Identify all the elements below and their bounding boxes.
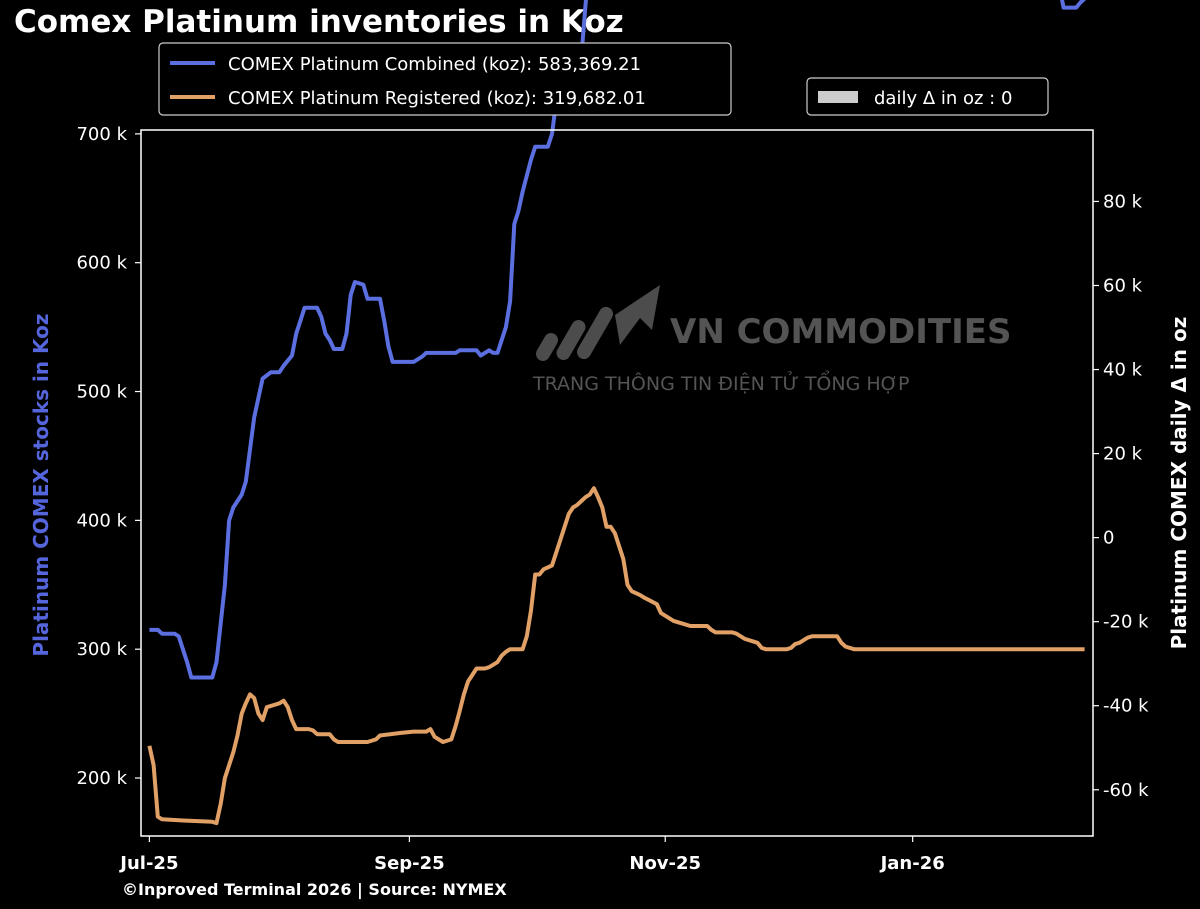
left-tick-label: 600 k bbox=[76, 253, 127, 274]
series-line-registered bbox=[147, 486, 1085, 826]
watermark-name: VN COMMODITIES bbox=[670, 312, 1011, 352]
series-line-combined bbox=[149, 0, 1086, 680]
right-tick-label: 20 k bbox=[1103, 444, 1143, 465]
left-axis-ticks: 200 k 300 k 400 k 500 k 600 k 700 k bbox=[76, 124, 141, 789]
right-tick-label: 80 k bbox=[1103, 191, 1143, 212]
legend-main-box bbox=[158, 42, 732, 116]
right-tick-label: -60 k bbox=[1103, 780, 1149, 801]
series-lines bbox=[147, 0, 1086, 826]
x-tick-label: Jul-25 bbox=[118, 853, 178, 874]
x-axis-ticks: Jul-25 Sep-25 Nov-25 Jan-26 bbox=[118, 836, 945, 874]
right-tick-label: 40 k bbox=[1103, 360, 1143, 381]
right-tick-label: 0 bbox=[1103, 528, 1114, 549]
left-tick-label: 200 k bbox=[76, 768, 127, 789]
left-tick-label: 500 k bbox=[76, 382, 127, 403]
chart-title: Comex Platinum inventories in Koz bbox=[14, 4, 624, 40]
x-tick-label: Jan-26 bbox=[879, 853, 945, 874]
watermark-logo-icon bbox=[536, 285, 660, 361]
left-axis-label: Platinum COMEX stocks in Koz bbox=[29, 313, 53, 656]
legend-main: COMEX Platinum Combined (koz): 583,369.2… bbox=[158, 42, 732, 116]
right-tick-label: -40 k bbox=[1103, 696, 1149, 717]
legend-bars-box bbox=[806, 77, 1049, 116]
legend-bars: daily Δ in oz : 0 bbox=[806, 77, 1049, 116]
x-tick-label: Nov-25 bbox=[629, 853, 701, 874]
left-tick-label: 400 k bbox=[76, 510, 127, 531]
legend-bars-swatch bbox=[818, 91, 858, 103]
right-axis-label: Platinum COMEX daily Δ in oz bbox=[1167, 317, 1191, 650]
right-axis-ticks: -60 k -40 k -20 k 0 20 k 40 k 60 k 80 k bbox=[1093, 191, 1149, 801]
x-tick-label: Sep-25 bbox=[374, 853, 445, 874]
watermark: VN COMMODITIES TRANG THÔNG TIN ĐIỆN TỬ T… bbox=[532, 285, 1011, 395]
right-tick-label: 60 k bbox=[1103, 275, 1143, 296]
legend-registered-label: COMEX Platinum Registered (koz): 319,682… bbox=[228, 88, 646, 109]
plot-frame bbox=[140, 129, 1094, 837]
left-tick-label: 700 k bbox=[76, 124, 127, 145]
footer-source: ©Inproved Terminal 2026 | Source: NYMEX bbox=[122, 880, 507, 899]
legend-bars-label: daily Δ in oz : 0 bbox=[874, 88, 1012, 109]
legend-combined-label: COMEX Platinum Combined (koz): 583,369.2… bbox=[228, 54, 641, 75]
left-tick-label: 300 k bbox=[76, 639, 127, 660]
watermark-tagline: TRANG THÔNG TIN ĐIỆN TỬ TỔNG HỢP bbox=[532, 369, 909, 395]
right-tick-label: -20 k bbox=[1103, 612, 1149, 633]
